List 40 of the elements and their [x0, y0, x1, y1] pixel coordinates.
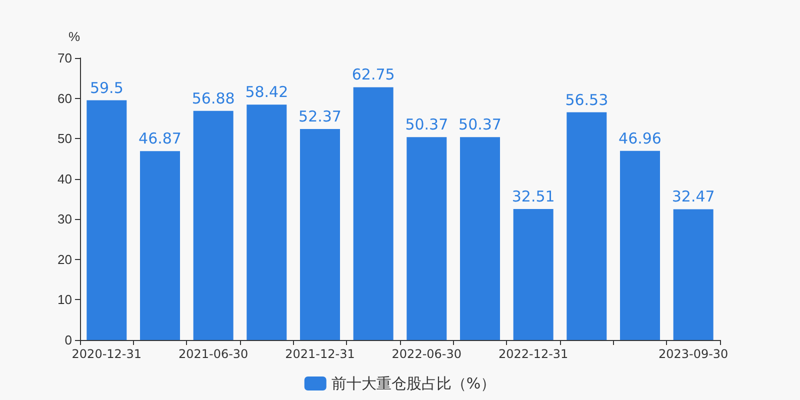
- bar: [140, 151, 180, 340]
- data-label: 56.53: [565, 90, 608, 109]
- y-tick-label: 60: [58, 90, 72, 106]
- bar: [193, 110, 234, 340]
- bar: [620, 150, 660, 340]
- data-label: 56.88: [192, 89, 235, 108]
- legend-label: 前十大重仓股占比（%）: [331, 374, 496, 392]
- data-label: 59.5: [90, 78, 124, 97]
- data-label: 50.37: [458, 116, 502, 134]
- data-label: 32.51: [512, 188, 555, 206]
- data-label: 62.75: [352, 66, 395, 84]
- data-label: 32.47: [672, 188, 715, 206]
- x-tick-label: 2020-12-31: [72, 347, 142, 361]
- x-tick-label: 2022-12-31: [498, 347, 568, 361]
- y-tick-label: 70: [58, 50, 72, 66]
- data-label: 46.87: [138, 130, 182, 148]
- x-tick-label: 2023-09-30: [658, 347, 728, 361]
- data-label: 50.37: [405, 116, 448, 134]
- y-axis-title: %: [68, 29, 80, 44]
- y-tick-label: 0: [64, 332, 72, 348]
- bar: [673, 209, 714, 340]
- y-tick-label: 20: [58, 252, 72, 267]
- data-label: 46.96: [618, 129, 662, 148]
- y-tick-label: 30: [58, 212, 72, 227]
- x-tick-label: 2021-12-31: [285, 347, 355, 361]
- data-label: 58.42: [245, 83, 288, 102]
- x-tick-label: 2021-06-30: [178, 347, 248, 361]
- y-tick-label: 10: [58, 292, 72, 308]
- bar: [246, 104, 287, 340]
- bar: [406, 137, 447, 340]
- bar: [460, 137, 500, 340]
- data-label: 52.37: [298, 108, 342, 126]
- bar: [513, 209, 554, 340]
- bar: [566, 112, 607, 340]
- y-tick-label: 50: [58, 131, 72, 146]
- bar: [353, 87, 394, 340]
- bar: [300, 129, 340, 340]
- x-tick-label: 2022-06-30: [392, 347, 462, 361]
- y-tick-label: 40: [58, 171, 72, 186]
- bar: [86, 100, 127, 340]
